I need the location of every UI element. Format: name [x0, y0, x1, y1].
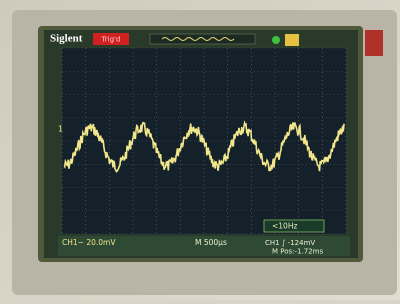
- channel-marker: 1: [58, 125, 63, 134]
- time-scale: M 500μs: [195, 238, 227, 247]
- button: [365, 30, 383, 56]
- trigger-icon: [285, 34, 299, 46]
- indicator: [272, 36, 280, 44]
- channel-scale: CH1~ 20.0mV: [62, 238, 116, 247]
- status: Trig'd: [101, 36, 121, 44]
- memory-bar: [150, 34, 255, 44]
- brand: Siglent: [50, 33, 83, 45]
- trigger-filter: <10Hz: [272, 222, 297, 231]
- page: Siglent Trig'd 1 <10Hz CH1~ 20.0mV M 500…: [0, 0, 400, 300]
- trigger-level: CH1 ∫ -124mV: [265, 239, 315, 247]
- position: M Pos:-1.72ms: [272, 248, 323, 256]
- oscilloscope-photo: Siglent Trig'd 1 <10Hz CH1~ 20.0mV M 500…: [0, 0, 400, 300]
